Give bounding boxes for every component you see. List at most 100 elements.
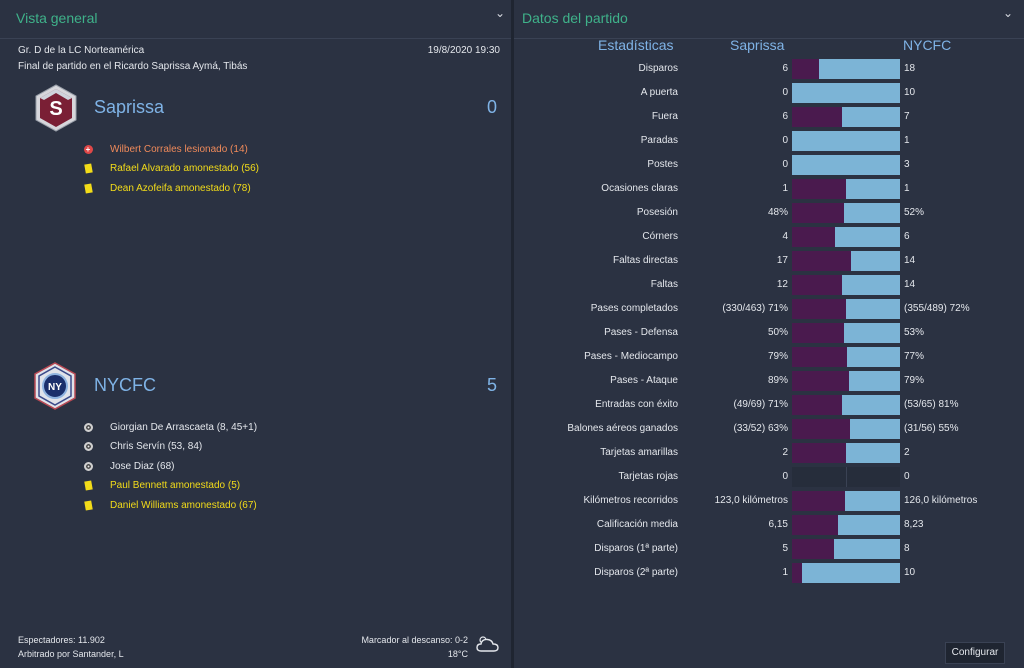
away-team-score: 5 — [486, 375, 497, 395]
cloudy-icon — [476, 636, 499, 652]
stat-home-value: 48% — [767, 207, 788, 218]
away-event-text: Jose Diaz (68) — [110, 460, 175, 472]
stat-away-value: 52% — [904, 207, 925, 218]
stat-away-bar — [846, 299, 900, 319]
panel-divider — [511, 0, 514, 668]
stat-away-value: 8 — [904, 543, 910, 554]
away-event-item[interactable]: Chris Servín (53, 84) — [83, 439, 202, 455]
configure-button[interactable]: Configurar — [945, 642, 1005, 664]
stat-label: Córners — [642, 231, 678, 242]
stat-away-bar — [849, 371, 900, 391]
stat-away-value: 8,23 — [904, 519, 924, 530]
stat-home-bar — [792, 299, 846, 319]
stat-away-value: 1 — [904, 135, 910, 146]
home-event-item[interactable]: + Wilbert Corrales lesionado (14) — [83, 141, 248, 157]
nycfc-crest-icon[interactable]: NY — [30, 361, 80, 411]
home-event-item[interactable]: Dean Azofeifa amonestado (78) — [83, 180, 251, 196]
away-event-text: Giorgian De Arrascaeta (8, 45+1) — [110, 421, 258, 433]
stat-row: Calificación media 6,15 8,23 — [514, 513, 1024, 537]
stat-home-bar — [792, 251, 851, 271]
home-team-name[interactable]: Saprissa — [94, 97, 165, 117]
stat-away-bar — [842, 275, 900, 295]
match-stats-panel: Datos del partido ⌄ Estadísticas Sapriss… — [514, 0, 1024, 668]
stat-row: A puerta 0 10 — [514, 81, 1024, 105]
stat-home-bar — [792, 347, 847, 367]
stat-home-bar — [792, 323, 844, 343]
stat-label: Postes — [647, 159, 678, 170]
stat-label: Faltas directas — [612, 255, 678, 266]
stat-row: Disparos (1ª parte) 5 8 — [514, 537, 1024, 561]
venue-label: Final de partido en el Ricardo Saprissa … — [18, 61, 248, 72]
stat-away-bar — [844, 203, 900, 223]
stat-row: Disparos (2ª parte) 1 10 — [514, 561, 1024, 585]
away-event-item[interactable]: Giorgian De Arrascaeta (8, 45+1) — [83, 419, 257, 435]
stat-home-value: 2 — [782, 447, 788, 458]
stat-label: A puerta — [640, 87, 678, 98]
stat-home-value: 0 — [782, 159, 788, 170]
ball-icon — [83, 461, 93, 471]
overview-collapse-chevron-down-icon[interactable]: ⌄ — [494, 6, 506, 20]
stat-row: Pases - Mediocampo 79% 77% — [514, 345, 1024, 369]
away-event-item[interactable]: Jose Diaz (68) — [83, 458, 174, 474]
stat-away-value: 10 — [904, 567, 916, 578]
stat-home-bar — [792, 515, 838, 535]
stat-home-value: 50% — [767, 327, 788, 338]
stat-row: Paradas 0 1 — [514, 129, 1024, 153]
stats-column-header: Estadísticas — [598, 37, 674, 53]
stat-row: Postes 0 3 — [514, 153, 1024, 177]
stat-away-value: 18 — [904, 63, 916, 74]
away-event-item[interactable]: Daniel Williams amonestado (67) — [83, 497, 257, 513]
stat-home-value: 79% — [767, 351, 788, 362]
stat-home-value: 6 — [782, 63, 788, 74]
stat-label: Ocasiones claras — [601, 183, 678, 194]
stat-label: Pases - Defensa — [604, 327, 678, 338]
stat-home-value: 12 — [776, 279, 788, 290]
stat-label: Pases completados — [590, 303, 678, 314]
stat-label: Calificación media — [596, 519, 678, 530]
stat-away-value: 53% — [904, 327, 925, 338]
stat-away-value: 0 — [904, 471, 910, 482]
stat-home-bar — [792, 227, 835, 247]
stat-home-value: 0 — [782, 87, 788, 98]
stat-home-bar — [792, 419, 850, 439]
stat-home-bar — [792, 275, 842, 295]
stat-home-bar — [792, 203, 844, 223]
stat-row: Tarjetas amarillas 2 2 — [514, 441, 1024, 465]
saprissa-crest-icon[interactable]: S — [31, 83, 81, 133]
stats-collapse-chevron-down-icon[interactable]: ⌄ — [1002, 6, 1014, 20]
stat-away-bar — [834, 539, 900, 559]
away-team-name[interactable]: NYCFC — [94, 375, 156, 395]
stat-row: Córners 4 6 — [514, 225, 1024, 249]
stat-away-bar — [844, 323, 900, 343]
stat-row: Pases completados (330/463) 71% (355/489) … — [514, 297, 1024, 321]
stat-away-bar — [792, 83, 900, 103]
stat-away-value: 14 — [904, 279, 916, 290]
stat-home-value: 1 — [782, 567, 788, 578]
stat-label: Pases - Mediocampo — [584, 351, 678, 362]
attendance-label: Espectadores: 11.902 — [18, 635, 105, 645]
stat-home-bar — [792, 539, 834, 559]
svg-text:S: S — [49, 98, 62, 120]
stat-row: Entradas con éxito (49/69) 71% (53/65) 81% — [514, 393, 1024, 417]
home-team-score: 0 — [486, 97, 497, 117]
stat-away-bar — [792, 131, 900, 151]
temperature-label: 18°C — [447, 649, 468, 659]
stat-home-value: 17 — [776, 255, 788, 266]
stat-away-value: 7 — [904, 111, 910, 122]
home-column-header: Saprissa — [730, 37, 785, 53]
away-event-item[interactable]: Paul Bennett amonestado (5) — [83, 478, 240, 494]
stat-home-value: 5 — [782, 543, 788, 554]
stat-label: Disparos (1ª parte) — [594, 543, 678, 554]
stat-away-value: 6 — [904, 231, 910, 242]
stat-label: Tarjetas amarillas — [600, 447, 678, 458]
stat-away-bar — [842, 107, 900, 127]
match-stats-title: Datos del partido — [522, 10, 628, 26]
stat-row: Posesión 48% 52% — [514, 201, 1024, 225]
stat-home-bar — [792, 107, 842, 127]
stat-home-value: (330/463) 71% — [722, 303, 788, 314]
stat-label: Balones aéreos ganados — [567, 423, 678, 434]
stat-away-value: (53/65) 81% — [904, 399, 959, 410]
stat-row: Kilómetros recorridos 123,0 kilómetros 126… — [514, 489, 1024, 513]
stat-label: Posesión — [636, 207, 678, 218]
home-event-item[interactable]: Rafael Alvarado amonestado (56) — [83, 161, 259, 177]
